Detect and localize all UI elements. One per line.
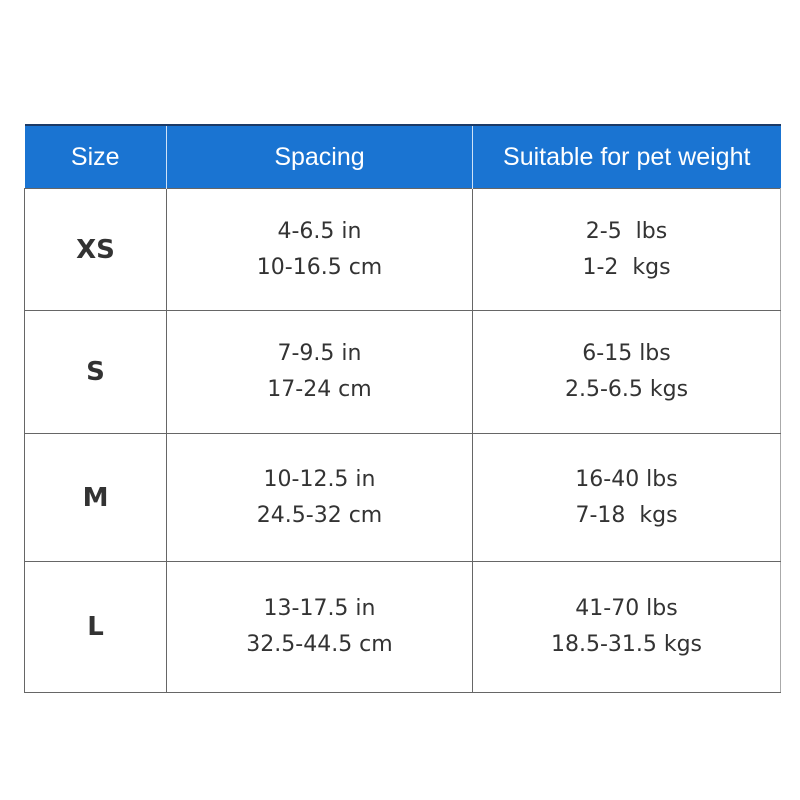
spacing-cell: 7-9.5 in 17-24 cm (166, 310, 473, 434)
size-chart-table: Size Spacing Suitable for pet weight XS … (24, 124, 781, 693)
header-size: Size (24, 124, 167, 189)
spacing-cell: 10-12.5 in 24.5-32 cm (166, 433, 473, 562)
weight-lbs: 16-40 lbs (575, 466, 678, 492)
spacing-in: 4-6.5 in (277, 218, 362, 244)
size-cell: XS (24, 188, 167, 311)
weight-kgs: 1-2 kgs (582, 254, 671, 280)
spacing-cm: 17-24 cm (267, 377, 372, 402)
weight-cell: 41-70 lbs 18.5-31.5 kgs (472, 561, 781, 693)
table-row: L 13-17.5 in 32.5-44.5 cm 41-70 lbs 18.5-3… (24, 561, 781, 693)
spacing-in: 10-12.5 in (263, 466, 376, 492)
weight-lbs: 41-70 lbs (575, 596, 678, 621)
header-weight: Suitable for pet weight (472, 124, 781, 189)
header-row: Size Spacing Suitable for pet weight (24, 124, 781, 189)
weight-lbs: 2-5 lbs (585, 218, 668, 244)
weight-kgs: 7-18 kgs (575, 502, 678, 528)
size-cell: M (24, 433, 167, 562)
weight-cell: 6-15 lbs 2.5-6.5 kgs (472, 310, 781, 434)
table-row: M 10-12.5 in 24.5-32 cm 16-40 lbs 7-18 kgs (24, 433, 781, 562)
size-cell: S (24, 310, 167, 434)
spacing-cell: 4-6.5 in 10-16.5 cm (166, 188, 473, 311)
weight-cell: 2-5 lbs 1-2 kgs (472, 188, 781, 311)
spacing-cm: 24.5-32 cm (256, 502, 383, 528)
weight-lbs: 6-15 lbs (582, 341, 671, 366)
spacing-cell: 13-17.5 in 32.5-44.5 cm (166, 561, 473, 693)
spacing-cm: 10-16.5 cm (256, 254, 383, 280)
table-row: XS 4-6.5 in 10-16.5 cm 2-5 lbs 1-2 kgs (24, 188, 781, 311)
header-spacing: Spacing (166, 124, 473, 189)
weight-kgs: 2.5-6.5 kgs (564, 377, 689, 402)
size-cell: L (24, 561, 167, 693)
spacing-in: 13-17.5 in (263, 596, 376, 621)
table-row: S 7-9.5 in 17-24 cm 6-15 lbs 2.5-6.5 kgs (24, 310, 781, 434)
weight-cell: 16-40 lbs 7-18 kgs (472, 433, 781, 562)
spacing-cm: 32.5-44.5 cm (246, 632, 393, 657)
spacing-in: 7-9.5 in (277, 341, 362, 366)
weight-kgs: 18.5-31.5 kgs (550, 632, 703, 657)
